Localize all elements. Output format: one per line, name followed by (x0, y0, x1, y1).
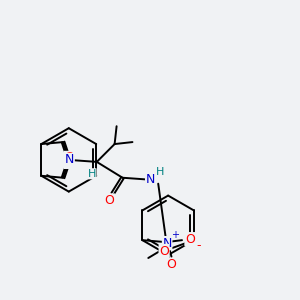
Text: O: O (64, 152, 74, 164)
Text: O: O (185, 233, 195, 246)
Text: +: + (171, 230, 179, 240)
Text: O: O (105, 194, 115, 207)
Text: N: N (163, 237, 172, 250)
Text: O: O (159, 244, 169, 258)
Text: N: N (64, 153, 74, 167)
Text: -: - (196, 238, 201, 252)
Text: O: O (64, 155, 74, 168)
Text: N: N (146, 173, 155, 186)
Text: O: O (166, 258, 176, 272)
Text: H: H (88, 169, 96, 179)
Text: H: H (156, 167, 164, 177)
